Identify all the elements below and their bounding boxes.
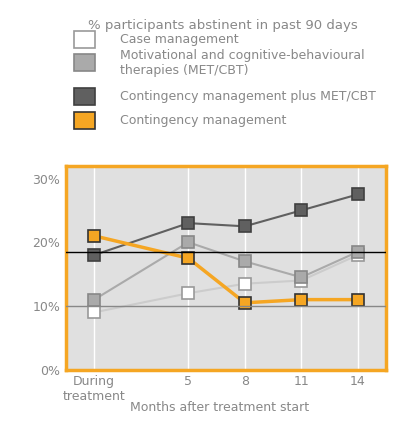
Text: % participants abstinent in past 90 days: % participants abstinent in past 90 days — [88, 19, 358, 32]
Text: Months after treatment start: Months after treatment start — [130, 401, 310, 414]
Text: Contingency management: Contingency management — [120, 114, 286, 127]
Text: Case management: Case management — [120, 33, 239, 46]
Text: Motivational and cognitive-behavioural
therapies (MET/CBT): Motivational and cognitive-behavioural t… — [120, 49, 365, 77]
Text: Contingency management plus MET/CBT: Contingency management plus MET/CBT — [120, 91, 376, 103]
